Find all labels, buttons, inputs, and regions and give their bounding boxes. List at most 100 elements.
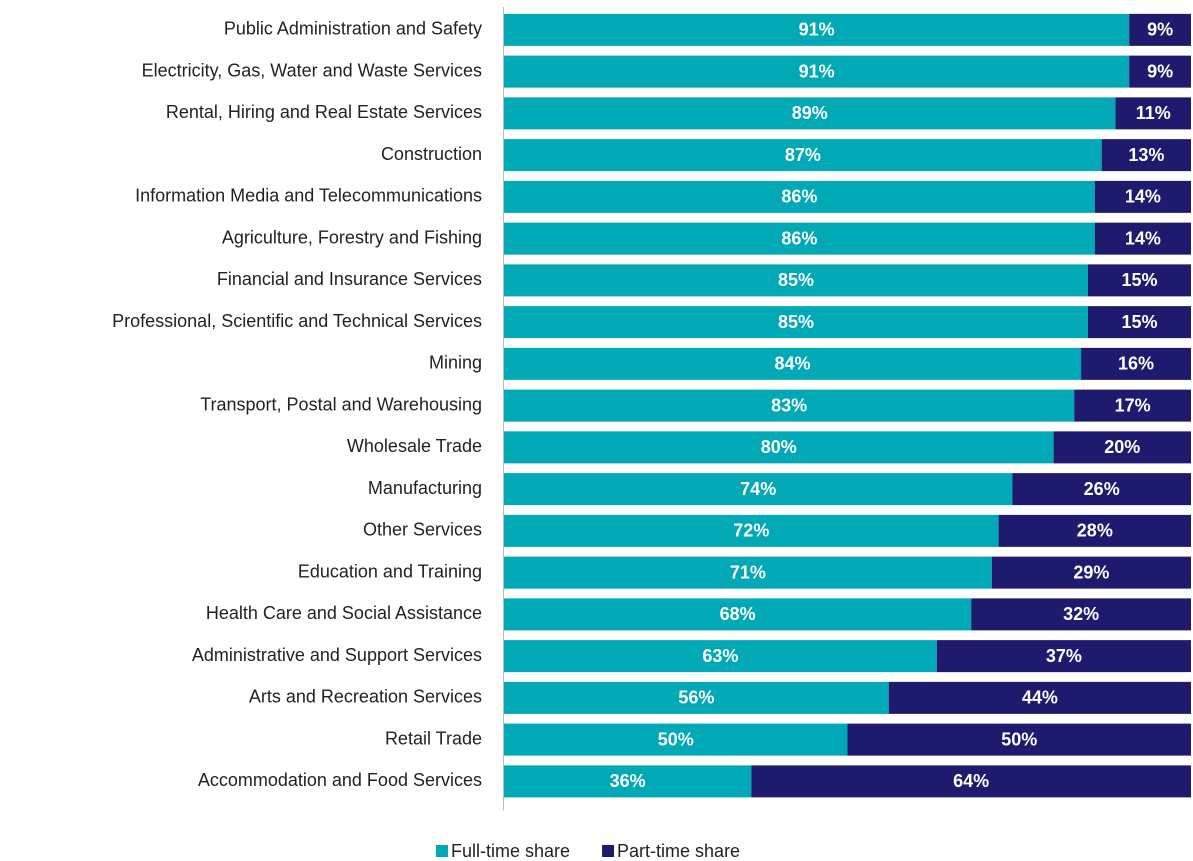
bar-segment	[504, 598, 972, 631]
value-label: 89%	[792, 103, 828, 123]
category-label: Public Administration and Safety	[224, 19, 482, 39]
category-label: Rental, Hiring and Real Estate Services	[166, 102, 482, 122]
value-label: 91%	[799, 61, 835, 81]
bar-segment	[504, 222, 1095, 255]
bar-segment	[888, 681, 1191, 714]
category-label: Accommodation and Food Services	[198, 770, 482, 790]
category-label: Financial and Insurance Services	[217, 269, 482, 289]
category-label: Professional, Scientific and Technical S…	[112, 311, 482, 331]
value-label: 17%	[1115, 395, 1151, 415]
value-label: 85%	[778, 312, 814, 332]
bar-segment	[504, 681, 889, 714]
bar-segment	[504, 139, 1102, 172]
category-label: Construction	[381, 144, 482, 164]
value-label: 11%	[1136, 103, 1171, 123]
value-label: 13%	[1128, 145, 1164, 165]
bar-segment	[1081, 347, 1191, 380]
category-label: Electricity, Gas, Water and Waste Servic…	[142, 60, 482, 80]
value-label: 72%	[733, 521, 769, 541]
bar-segment	[998, 514, 1191, 547]
value-label: 14%	[1125, 187, 1161, 207]
value-label: 86%	[781, 187, 817, 207]
bar-segment	[1074, 389, 1191, 422]
value-label: 56%	[678, 688, 714, 708]
value-label: 71%	[730, 562, 766, 582]
category-label: Wholesale Trade	[347, 436, 482, 456]
legend-label: Part-time share	[617, 841, 740, 861]
category-label: Health Care and Social Assistance	[206, 603, 482, 623]
bar-segment	[504, 264, 1088, 297]
value-label: 86%	[781, 228, 817, 248]
value-label: 36%	[610, 771, 646, 791]
bar-segment	[1129, 13, 1191, 46]
legend-swatch	[602, 845, 615, 857]
legend-swatch	[436, 845, 448, 857]
bar-segment	[1053, 431, 1191, 464]
value-label: 29%	[1073, 562, 1109, 582]
value-label: 74%	[740, 479, 776, 499]
value-label: 20%	[1104, 437, 1140, 457]
category-label: Mining	[429, 353, 482, 373]
bar-segment	[504, 97, 1116, 130]
category-label: Administrative and Support Services	[192, 645, 482, 665]
bar-segment	[1012, 473, 1191, 506]
bar-segment	[847, 723, 1191, 756]
value-label: 37%	[1046, 646, 1082, 666]
bar-segment	[504, 13, 1130, 46]
bar-segment	[1115, 97, 1191, 130]
bar-segment	[1101, 139, 1191, 172]
legend-label: Full-time share	[451, 841, 570, 861]
bar-segment	[504, 431, 1054, 464]
bar-segment	[504, 347, 1082, 380]
category-label: Education and Training	[298, 561, 482, 581]
value-label: 16%	[1118, 354, 1154, 374]
category-label: Manufacturing	[368, 478, 482, 498]
value-label: 84%	[775, 354, 811, 374]
bar-segment	[504, 389, 1075, 422]
bar-segment	[751, 765, 1191, 798]
value-label: 91%	[799, 20, 835, 40]
value-label: 9%	[1147, 61, 1173, 81]
value-label: 26%	[1084, 479, 1120, 499]
bar-segment	[1087, 264, 1191, 297]
value-label: 9%	[1147, 20, 1173, 40]
value-label: 85%	[778, 270, 814, 290]
category-label: Agriculture, Forestry and Fishing	[222, 227, 482, 247]
bar-segment	[991, 556, 1191, 589]
bar-segment	[936, 640, 1191, 673]
value-label: 15%	[1121, 270, 1157, 290]
bar-segment	[504, 55, 1130, 88]
value-label: 80%	[761, 437, 797, 457]
value-label: 50%	[658, 729, 694, 749]
value-label: 50%	[1001, 729, 1037, 749]
value-label: 63%	[702, 646, 738, 666]
bar-segment	[504, 180, 1095, 213]
category-label: Arts and Recreation Services	[249, 687, 482, 707]
bar-segment	[504, 640, 937, 673]
bar-segment	[504, 723, 848, 756]
value-label: 32%	[1063, 604, 1099, 624]
category-label: Other Services	[363, 520, 482, 540]
category-label: Information Media and Telecommunications	[135, 186, 482, 206]
value-label: 68%	[720, 604, 756, 624]
value-label: 87%	[785, 145, 821, 165]
bar-segment	[504, 306, 1088, 339]
category-label: Transport, Postal and Warehousing	[200, 394, 482, 414]
bar-segment	[971, 598, 1191, 631]
bar-segment	[504, 765, 752, 798]
value-label: 83%	[771, 395, 807, 415]
bar-segment	[1129, 55, 1191, 88]
bar-segment	[504, 473, 1013, 506]
bar-segment	[1087, 306, 1191, 339]
bar-segment	[1094, 180, 1191, 213]
value-label: 44%	[1022, 688, 1058, 708]
value-label: 15%	[1121, 312, 1157, 332]
value-label: 28%	[1077, 521, 1113, 541]
bar-segment	[504, 556, 992, 589]
value-label: 64%	[953, 771, 989, 791]
value-label: 14%	[1125, 228, 1161, 248]
bar-segment	[1094, 222, 1191, 255]
bar-segment	[504, 514, 999, 547]
category-label: Retail Trade	[385, 728, 482, 748]
